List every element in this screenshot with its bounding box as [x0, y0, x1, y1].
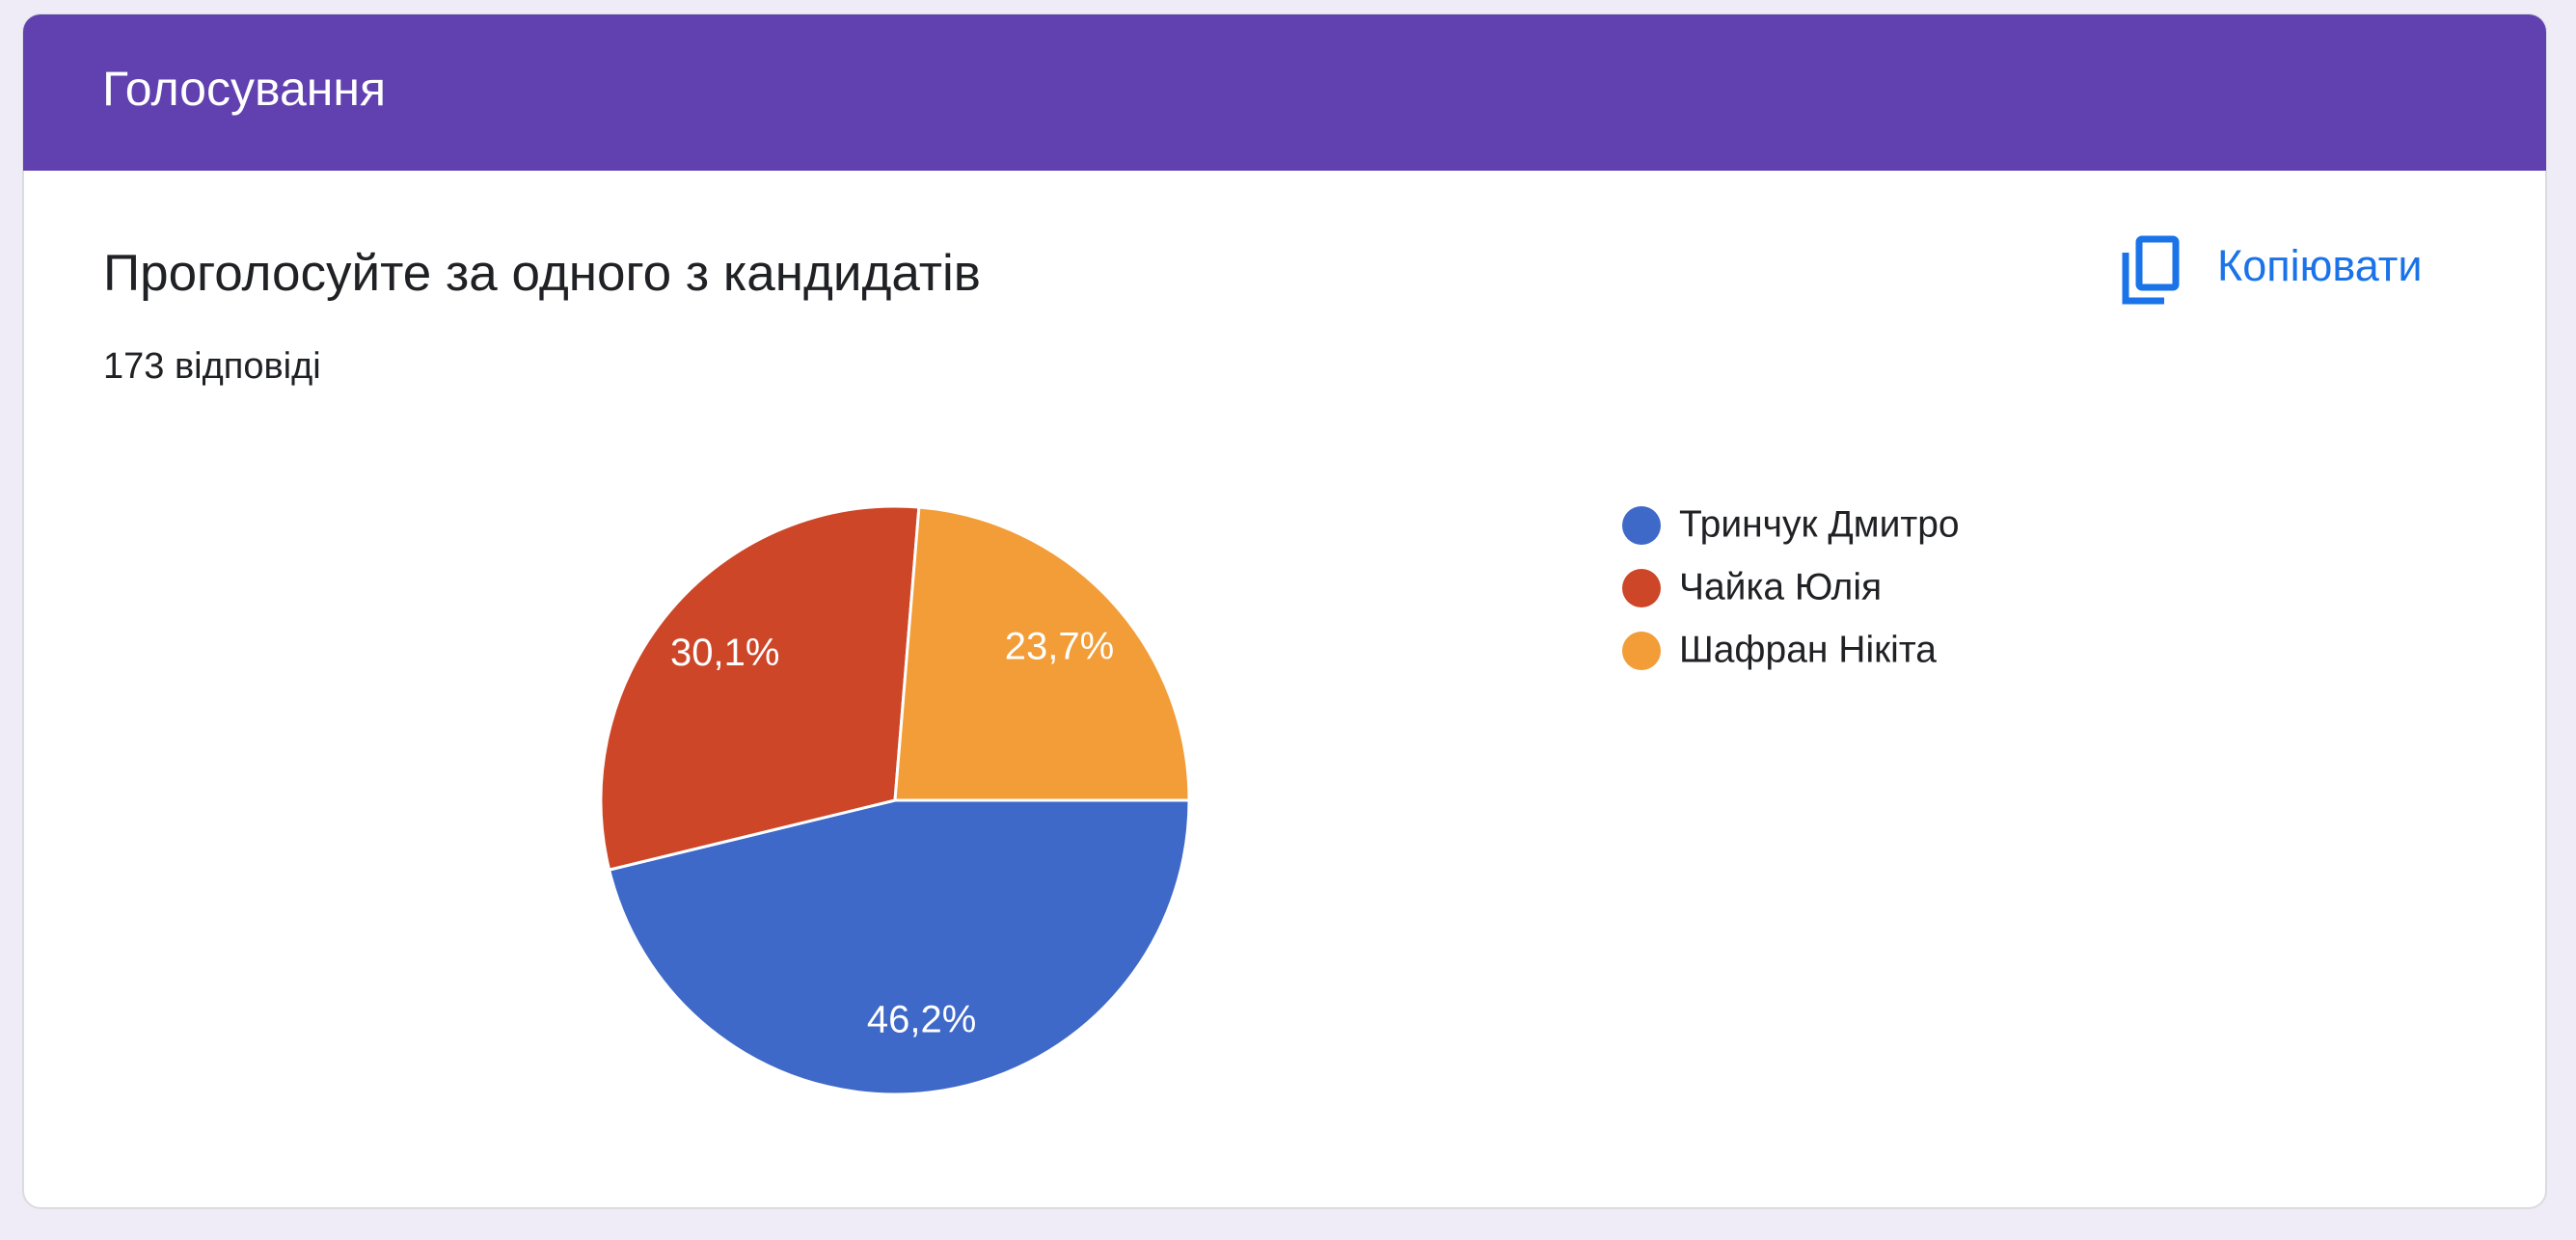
legend-label: Шафран Нікіта [1679, 629, 1937, 670]
copy-icon [2122, 235, 2180, 305]
legend-label: Чайка Юлія [1679, 566, 1882, 607]
copy-label[interactable]: Копіювати [2217, 241, 2423, 290]
response-count: 173 відповіді [103, 346, 321, 387]
pie-slice [893, 505, 1191, 802]
slice-label: 46,2% [867, 999, 976, 1041]
copy-button[interactable]: Копіювати [2122, 235, 2423, 305]
legend-swatch [1622, 506, 1661, 545]
pie-slice [607, 798, 1191, 1096]
question-title: Проголосуйте за одного з кандидатів [103, 245, 981, 302]
legend-swatch [1622, 632, 1661, 670]
legend-label: Тринчук Дмитро [1679, 503, 1960, 545]
slice-label: 23,7% [1005, 625, 1114, 667]
pie-slice [599, 504, 921, 872]
legend-swatch [1622, 569, 1661, 607]
slice-label: 30,1% [670, 632, 779, 674]
header-title: Голосування [102, 62, 386, 116]
header-bar [23, 14, 2546, 171]
card [22, 13, 2547, 1209]
